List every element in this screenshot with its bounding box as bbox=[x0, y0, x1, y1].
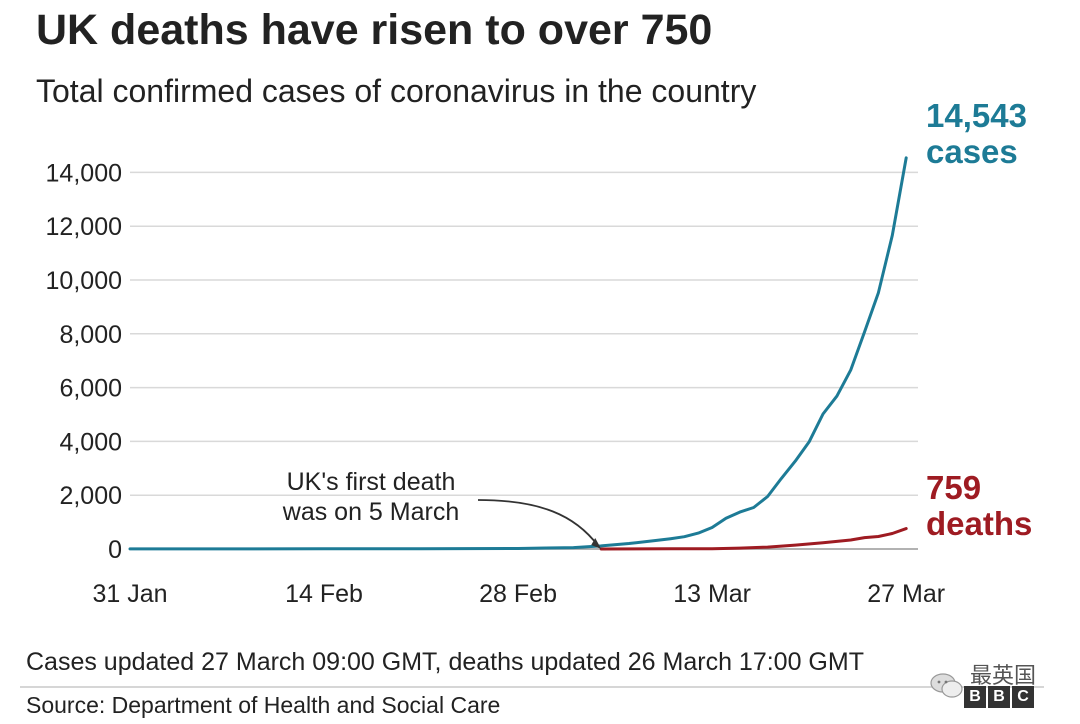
y-tick-label: 14,000 bbox=[46, 159, 122, 187]
series-lines bbox=[128, 156, 908, 551]
x-tick-label: 13 Mar bbox=[673, 580, 751, 608]
bbc-logo-letter: B bbox=[988, 686, 1010, 708]
y-tick-label: 2,000 bbox=[59, 482, 122, 510]
x-tick-label: 28 Feb bbox=[479, 580, 557, 608]
series-end-label: 759 bbox=[926, 469, 981, 506]
y-tick-label: 8,000 bbox=[59, 321, 122, 349]
watermark-text: 最英国 bbox=[970, 663, 1037, 688]
annotation-text: was on 5 March bbox=[282, 498, 459, 526]
y-tick-label: 6,000 bbox=[59, 375, 122, 403]
gridlines bbox=[130, 171, 918, 550]
y-tick-label: 4,000 bbox=[59, 428, 122, 456]
series-end-label: cases bbox=[926, 133, 1018, 170]
y-axis-ticks: 0 2,000 4,000 6,000 8,000 10,000 12,000 14,000 bbox=[46, 159, 122, 564]
wechat-icon bbox=[930, 673, 963, 698]
watermark: 最英国 B B C bbox=[926, 658, 1050, 722]
y-tick-label: 12,000 bbox=[46, 213, 122, 241]
bbc-logo-letter: B bbox=[964, 686, 986, 708]
annotation-text: UK's first death bbox=[287, 468, 456, 496]
source-text: Source: Department of Health and Social … bbox=[26, 692, 501, 718]
x-axis-ticks: 31 Jan 14 Feb 28 Feb 13 Mar 27 Mar bbox=[92, 580, 945, 608]
bbc-logo: B B C bbox=[964, 686, 1034, 708]
annotation-connector bbox=[477, 499, 599, 547]
series-line-deaths bbox=[599, 527, 908, 551]
series-end-label: deaths bbox=[926, 505, 1032, 542]
annotation-arrowhead bbox=[591, 538, 602, 549]
bbc-logo-letter: C bbox=[1012, 686, 1034, 708]
chart-title: UK deaths have risen to over 750 bbox=[36, 6, 713, 54]
x-tick-label: 14 Feb bbox=[285, 580, 363, 608]
y-tick-label: 10,000 bbox=[46, 267, 122, 295]
footer-divider bbox=[20, 686, 1044, 688]
line-chart: 02,0004,0006,0008,00010,00012,00014,000 … bbox=[46, 97, 1033, 608]
x-tick-label: 27 Mar bbox=[867, 580, 945, 608]
x-tick-label: 31 Jan bbox=[92, 580, 167, 608]
update-note: Cases updated 27 March 09:00 GMT, deaths… bbox=[26, 648, 864, 676]
series-end-label: 14,543 bbox=[926, 97, 1027, 134]
chart-subtitle: Total confirmed cases of coronavirus in … bbox=[36, 73, 757, 109]
y-tick-label: 0 bbox=[108, 536, 122, 564]
series-line-cases bbox=[128, 156, 908, 551]
